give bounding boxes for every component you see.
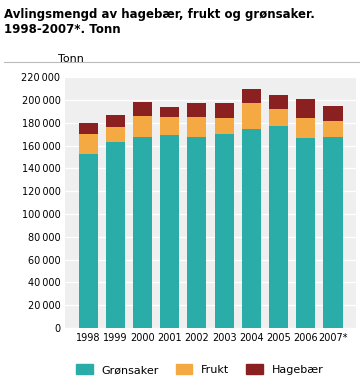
Bar	[323, 106, 343, 120]
Bar	[78, 134, 98, 154]
Bar	[106, 127, 125, 142]
Bar	[160, 117, 179, 135]
Bar	[78, 154, 98, 328]
Text: Avlingsmengd av hagebær, frukt og grønsaker.
1998-2007*. Tonn: Avlingsmengd av hagebær, frukt og grønsa…	[4, 8, 314, 36]
Bar	[78, 123, 98, 134]
Bar	[160, 107, 179, 117]
Bar	[187, 117, 207, 137]
Bar	[242, 129, 261, 328]
Bar	[106, 142, 125, 328]
Bar	[269, 126, 288, 328]
Bar	[187, 103, 207, 117]
Bar	[215, 103, 234, 118]
Bar	[296, 118, 315, 138]
Bar	[269, 95, 288, 109]
Bar	[106, 115, 125, 127]
Bar	[323, 137, 343, 328]
Bar	[296, 99, 315, 118]
Bar	[242, 89, 261, 103]
Bar	[242, 103, 261, 129]
Bar	[133, 137, 152, 328]
Bar	[133, 102, 152, 116]
Bar	[133, 116, 152, 137]
Legend: Grønsaker, Frukt, Hagebær: Grønsaker, Frukt, Hagebær	[73, 361, 327, 379]
Bar	[215, 134, 234, 328]
Text: Tonn: Tonn	[58, 54, 84, 64]
Bar	[296, 138, 315, 328]
Bar	[269, 109, 288, 126]
Bar	[160, 135, 179, 328]
Bar	[215, 118, 234, 134]
Bar	[323, 120, 343, 137]
Bar	[187, 137, 207, 328]
